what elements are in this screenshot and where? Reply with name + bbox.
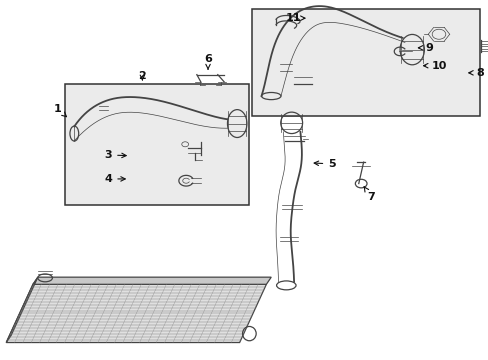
Text: 2: 2	[138, 71, 146, 81]
Text: 6: 6	[203, 54, 211, 69]
Text: 3: 3	[104, 150, 126, 160]
Text: 9: 9	[418, 43, 432, 53]
Polygon shape	[6, 277, 38, 342]
Text: 10: 10	[423, 61, 446, 71]
Polygon shape	[6, 284, 266, 342]
Text: 4: 4	[104, 174, 125, 184]
Text: 8: 8	[468, 68, 483, 78]
Bar	[251, 9, 479, 116]
Bar	[64, 84, 249, 205]
Text: 11: 11	[285, 13, 305, 23]
Text: 5: 5	[313, 159, 335, 169]
Text: 1: 1	[53, 104, 66, 117]
Text: 7: 7	[363, 186, 374, 202]
Polygon shape	[33, 277, 271, 284]
